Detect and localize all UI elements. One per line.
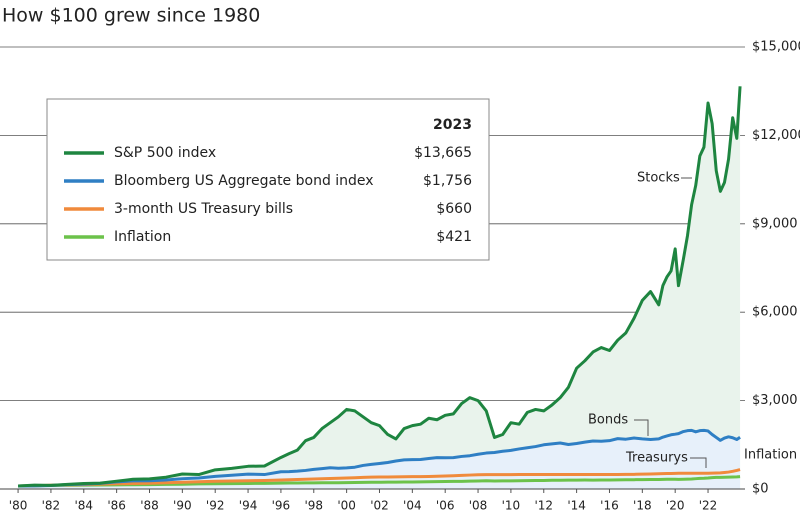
y-tick-label: $3,000	[752, 393, 798, 408]
annotation: Stocks	[637, 171, 680, 186]
legend: 2023 S&P 500 index $13,665 Bloomberg US Agg…	[46, 98, 490, 261]
y-tick-label: $9,000	[752, 216, 798, 231]
x-tick-label: '02	[370, 499, 389, 513]
chart-title: How $100 grew since 1980	[2, 5, 260, 27]
x-tick-label: '12	[534, 499, 553, 513]
line-layer	[17, 86, 742, 488]
series-line	[17, 86, 742, 488]
legend-box	[46, 98, 490, 261]
annotation-leader	[690, 457, 707, 468]
x-tick-label: '94	[239, 499, 258, 513]
legend-value: $1,756	[423, 173, 472, 189]
y-tick-label: $12,000	[752, 128, 800, 143]
series-line	[18, 428, 741, 488]
x-tick-label: '84	[74, 499, 93, 513]
x-tick-label: '06	[436, 499, 455, 513]
x-tick-label: '10	[502, 499, 521, 513]
series-line	[18, 468, 741, 488]
x-tick-label: '20	[666, 499, 685, 513]
x-tick-label: '08	[469, 499, 488, 513]
legend-value: $13,665	[414, 145, 472, 161]
series-line	[18, 475, 741, 488]
legend-value: $660	[436, 201, 472, 217]
legend-label: Inflation	[114, 229, 171, 245]
x-tick-label: '82	[42, 499, 61, 513]
legend-header: 2023	[433, 117, 472, 133]
legend-label: Bloomberg US Aggregate bond index	[114, 173, 374, 189]
x-tick-label: '88	[140, 499, 159, 513]
annotation: Bonds	[588, 413, 628, 428]
x-tick-label: '22	[699, 499, 718, 513]
x-tick-label: '92	[206, 499, 225, 513]
annotation: Inflation	[744, 448, 797, 463]
y-tick-label: $6,000	[752, 305, 798, 320]
x-tick-label: '86	[107, 499, 126, 513]
x-tick-label: '80	[9, 499, 28, 513]
y-tick-label: $15,000	[752, 40, 800, 55]
legend-label: S&P 500 index	[114, 145, 216, 161]
annotation: Treasurys	[625, 451, 688, 466]
x-tick-label: '04	[403, 499, 422, 513]
legend-label: 3-month US Treasury bills	[114, 201, 293, 217]
x-tick-label: '00	[337, 499, 356, 513]
x-tick-label: '16	[600, 499, 619, 513]
y-tick-label: $0	[752, 482, 769, 497]
annotation-leader	[634, 419, 649, 436]
x-tick-label: '18	[633, 499, 652, 513]
x-tick-label: '90	[173, 499, 192, 513]
x-tick-label: '96	[272, 499, 291, 513]
x-tick-label: '14	[567, 499, 586, 513]
x-tick-label: '98	[304, 499, 323, 513]
legend-value: $421	[436, 229, 472, 245]
